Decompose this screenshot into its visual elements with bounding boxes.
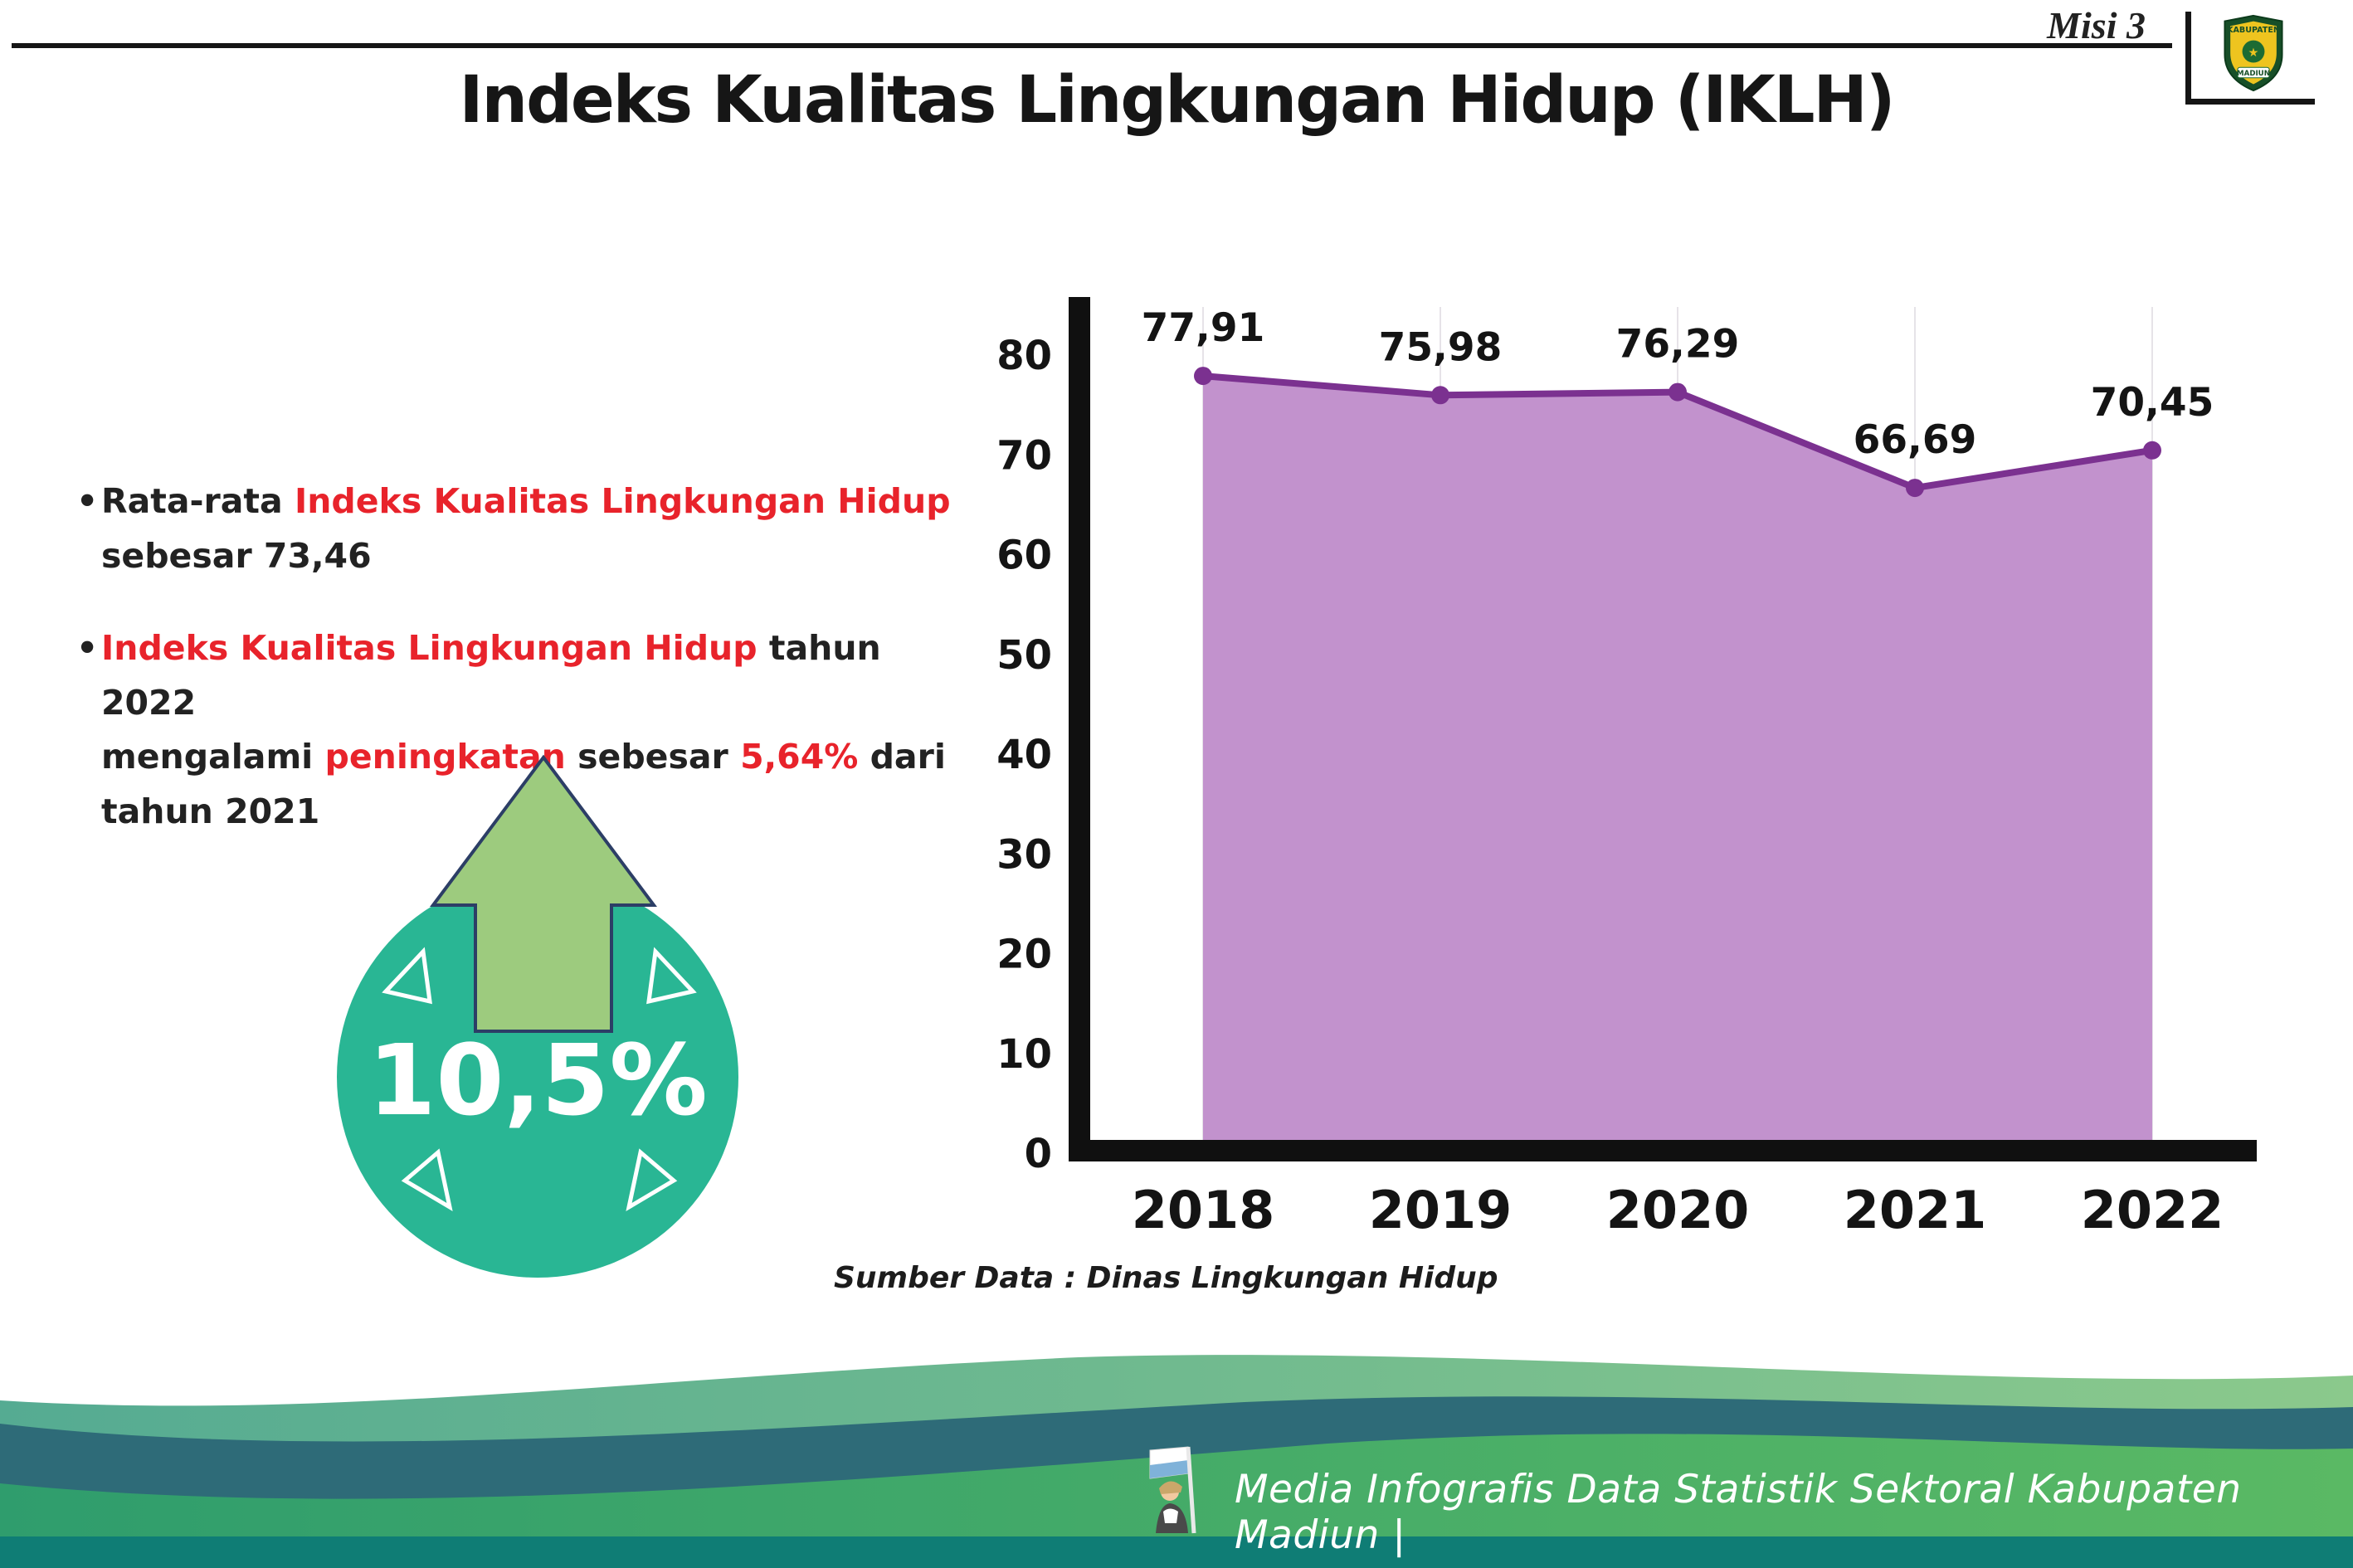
triangle-decoration: [646, 947, 697, 1005]
data-point: [2143, 441, 2161, 460]
mascot-pole: [1186, 1446, 1196, 1534]
data-point: [1906, 479, 1924, 498]
y-tick-label: 30: [996, 831, 1052, 878]
y-tick-label: 10: [996, 1031, 1052, 1078]
y-tick-label: 20: [996, 932, 1052, 978]
triangle-decoration: [626, 1148, 678, 1212]
misi-label: Misi 3: [2047, 4, 2146, 46]
triangle-decoration: [401, 1148, 453, 1212]
value-label: 77,91: [1142, 305, 1265, 351]
value-label: 75,98: [1379, 324, 1503, 370]
logo-bottom-text: MADIUN: [2237, 69, 2270, 77]
bullet-highlight: Indeks Kualitas Lingkungan Hidup: [294, 481, 951, 521]
increase-badge: 10,5%: [337, 754, 738, 1278]
x-axis-label: 2021: [1844, 1180, 1987, 1240]
y-tick-label: 80: [996, 333, 1052, 379]
bullet-plain: sebesar: [565, 737, 741, 777]
x-axis-label: 2018: [1132, 1180, 1275, 1240]
data-point: [1431, 386, 1449, 405]
x-axis-label: 2022: [2081, 1180, 2224, 1240]
summary-bullets: • Rata-rata Indeks Kualitas Lingkungan Hi…: [76, 475, 981, 878]
footer-bottom-strip: [0, 1536, 2353, 1568]
up-arrow-icon: [430, 754, 657, 1033]
chart-area: [1203, 376, 2152, 1149]
header-rule: [12, 43, 2172, 48]
data-point: [1669, 382, 1687, 402]
bullet-text: Rata-rata Indeks Kualitas Lingkungan Hid…: [101, 475, 951, 583]
x-axis-label: 2019: [1369, 1180, 1513, 1240]
kabupaten-madiun-logo: KABUPATEN ★ MADIUN: [2185, 12, 2315, 105]
bullet-plain: Rata-rata: [101, 481, 295, 521]
iklh-area-chart: 0 10 20 30 40 50 60 70 80 77,91 75,98 76,29 66,69 70,…: [996, 297, 2257, 1240]
x-axis: [1069, 1140, 2257, 1161]
bullet-item: • Rata-rata Indeks Kualitas Lingkungan Hi…: [76, 475, 981, 583]
crest-ribbon: [2236, 66, 2270, 78]
y-tick-label: 70: [996, 432, 1052, 479]
bullet-marker: •: [76, 628, 99, 669]
bullet-highlight: peningkatan: [324, 737, 566, 777]
triangle-decoration: [382, 947, 432, 1005]
mascot-shirt: [1163, 1508, 1178, 1523]
mascot-icon: [1149, 1446, 1196, 1534]
x-axis-label: 2020: [1606, 1180, 1750, 1240]
data-point: [1194, 367, 1212, 386]
bullet-text: Indeks Kualitas Lingkungan Hidup tahun 2…: [101, 621, 981, 839]
crest-star-icon: ★: [2248, 46, 2258, 59]
crest-emblem: [2242, 40, 2264, 63]
y-tick-label: 0: [1025, 1131, 1052, 1177]
bullet-plain: dari tahun 2021: [101, 737, 946, 831]
bullet-marker: •: [76, 481, 99, 521]
badge-circle: [337, 876, 738, 1278]
logo-crest-icon: KABUPATEN ★ MADIUN: [2223, 14, 2283, 91]
bullet-item: • Indeks Kualitas Lingkungan Hidup tahun …: [76, 621, 981, 839]
bullet-plain: tahun 2022 mengalami: [101, 628, 881, 777]
mascot-hat: [1159, 1481, 1182, 1494]
page-title: Indeks Kualitas Lingkungan Hidup (IKLH): [459, 63, 1896, 138]
bullet-highlight: 5,64%: [740, 737, 859, 777]
bullet-highlight: Indeks Kualitas Lingkungan Hidup: [101, 628, 758, 669]
y-tick-label: 60: [996, 533, 1052, 579]
footer-caption: Media Infografis Data Statistik Sektoral…: [1235, 1467, 2242, 1558]
y-tick-label: 50: [996, 632, 1052, 679]
mascot-flag-stripe: [1150, 1460, 1188, 1478]
y-axis: [1069, 297, 1090, 1161]
value-label: 66,69: [1854, 417, 1977, 463]
chart-source: Sumber Data : Dinas Lingkungan Hidup: [834, 1261, 1498, 1295]
badge-value: 10,5%: [368, 1023, 707, 1137]
wave-main-green-band: [0, 1434, 2353, 1568]
logo-top-text: KABUPATEN: [2227, 26, 2280, 35]
y-tick-label: 40: [996, 732, 1052, 778]
value-label: 70,45: [2091, 380, 2214, 426]
bullet-plain: sebesar 73,46: [101, 535, 372, 576]
value-label: 76,29: [1616, 322, 1740, 368]
